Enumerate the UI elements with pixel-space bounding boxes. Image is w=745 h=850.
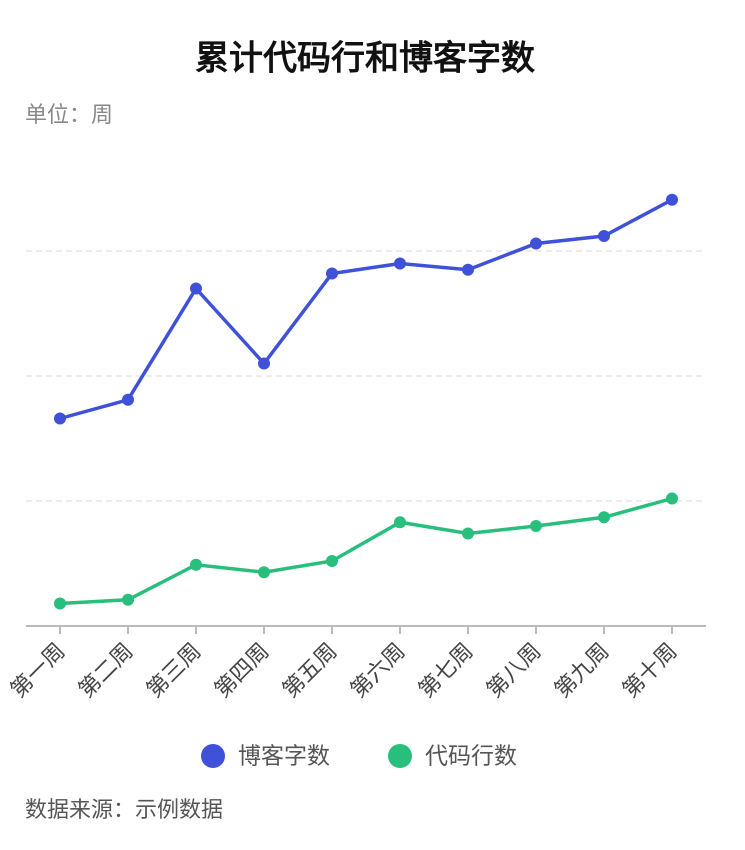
series-line [59,496,673,606]
data-point [122,593,134,606]
data-point [666,492,678,505]
x-tick-label: 第八周 [482,639,546,703]
x-tick-label: 第一周 [6,639,70,703]
data-point [122,393,134,406]
data-point [54,597,66,610]
chart-subtitle: 单位：周 [25,103,113,128]
legend-label: 代码行数 [425,744,517,770]
data-point [598,230,610,242]
data-point [394,257,406,270]
data-point [530,520,542,532]
chart-title: 累计代码行和博客字数 [195,39,535,79]
data-point [530,237,542,250]
legend-swatch [201,744,225,768]
x-tick-label: 第二周 [74,639,138,703]
x-tick-label: 第四周 [210,639,274,703]
data-point [190,558,202,571]
data-point [394,516,406,529]
data-point [462,263,474,276]
data-point [666,193,678,206]
x-tick-label: 第五周 [278,639,342,703]
x-tick-label: 第六周 [346,639,410,703]
legend-label: 博客字数 [238,744,330,770]
legend-swatch [388,744,412,768]
chart-source: 数据来源：示例数据 [25,798,223,823]
x-tick-label: 第十周 [618,639,682,703]
data-point [190,282,202,295]
data-point [326,555,338,567]
data-point [54,412,66,425]
series-line [59,198,673,421]
data-point [326,267,338,280]
data-point [462,527,474,540]
data-point [258,357,270,370]
data-point [598,511,610,524]
x-tick-label: 第三周 [142,639,206,703]
x-tick-label: 第七周 [414,639,478,703]
data-point [258,566,270,579]
x-tick-label: 第九周 [550,639,614,703]
